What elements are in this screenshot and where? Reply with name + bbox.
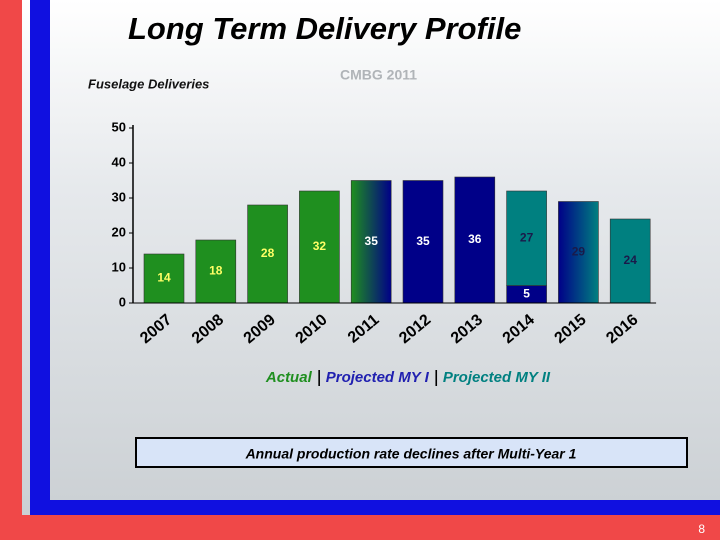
data-label: 5: [523, 286, 530, 300]
red-strip: [0, 0, 22, 540]
bar: [558, 201, 599, 304]
bar: [350, 180, 392, 304]
slide-title: Long Term Delivery Profile: [128, 11, 521, 46]
data-label: 27: [520, 230, 534, 244]
y-tick-label: 20: [112, 224, 126, 239]
red-band: [0, 515, 720, 540]
y-tick-label: 10: [112, 259, 126, 274]
data-label: 18: [209, 264, 223, 278]
data-label: 36: [468, 232, 482, 246]
data-label: 28: [261, 246, 275, 260]
callout-box: [135, 437, 688, 468]
bar: [143, 253, 185, 304]
data-label: 14: [157, 271, 171, 285]
bar: [506, 190, 547, 286]
blue-band: [30, 500, 720, 515]
annotation: CMBG 2011: [340, 67, 417, 83]
data-label: 32: [313, 239, 327, 253]
y-tick-label: 50: [112, 119, 126, 134]
bar: [454, 176, 496, 304]
legend: Actual Projected MY I Projected MY II: [265, 369, 551, 386]
data-label: 35: [365, 234, 379, 248]
y-tick-label: 30: [112, 189, 126, 204]
data-label: 29: [572, 244, 586, 258]
data-label: 35: [416, 234, 430, 248]
bar: [402, 180, 444, 304]
data-label: 24: [624, 253, 638, 267]
bar: [609, 218, 651, 304]
legend-entry: Actual: [265, 369, 313, 386]
legend-entry: Projected MY II: [443, 369, 551, 386]
page-number: 8: [698, 522, 705, 536]
chart-subtitle: Fuselage Deliveries: [88, 76, 209, 91]
bar: [247, 204, 288, 304]
y-tick-label: 40: [112, 154, 126, 169]
bar: [195, 239, 237, 304]
legend-entry: Projected MY I: [326, 369, 430, 386]
chart: 0102030405014200718200828200932201035201…: [112, 119, 657, 386]
callout-text: Annual production rate declines after Mu…: [245, 446, 577, 462]
bar: [299, 190, 340, 304]
blue-strip: [30, 0, 50, 520]
y-tick-label: 0: [119, 294, 126, 309]
